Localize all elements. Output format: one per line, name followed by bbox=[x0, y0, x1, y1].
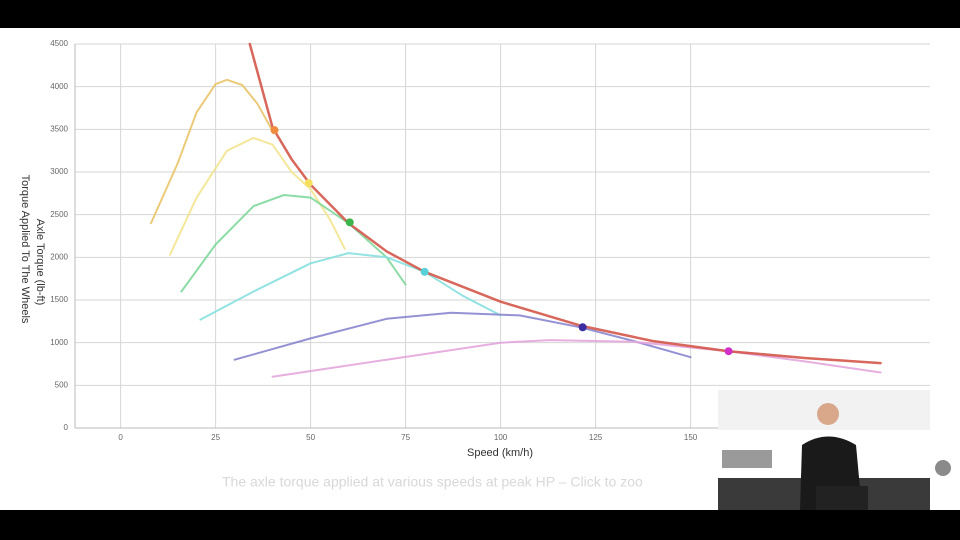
y-tick-label: 1000 bbox=[50, 338, 68, 347]
plot: 0 500 1000 1500 2000 2500 3000 3500 4000 4500 0 25 5… bbox=[50, 39, 930, 442]
y-tick-label: 2500 bbox=[50, 210, 68, 219]
y-tick-label: 4500 bbox=[50, 39, 68, 48]
series-line bbox=[180, 194, 407, 293]
x-tick-label: 50 bbox=[306, 433, 315, 442]
y-tick-label: 0 bbox=[64, 423, 69, 432]
shift-point bbox=[578, 323, 587, 332]
shift-point bbox=[420, 267, 429, 276]
shift-point bbox=[345, 218, 354, 227]
y-tick-label: 4000 bbox=[50, 82, 68, 91]
webcam bbox=[718, 390, 951, 510]
x-tick-label: 75 bbox=[401, 433, 410, 442]
x-tick-label: 150 bbox=[684, 433, 698, 442]
series-line bbox=[271, 339, 882, 378]
shift-point bbox=[724, 347, 733, 356]
x-tick-label: 125 bbox=[589, 433, 603, 442]
caption: The axle torque applied at various speed… bbox=[222, 474, 643, 490]
series-line bbox=[169, 136, 346, 256]
y-tick-label: 1500 bbox=[50, 295, 68, 304]
shift-point bbox=[270, 126, 279, 135]
y-axis-label-secondary: Torque Applied To The Wheels bbox=[19, 175, 31, 324]
y-tick-label: 500 bbox=[55, 380, 69, 389]
x-tick-label: 0 bbox=[118, 433, 123, 442]
series-line bbox=[233, 311, 692, 361]
webcam-head bbox=[817, 403, 839, 425]
y-axis-label: Axle Torque (lb-ft) bbox=[34, 219, 46, 306]
x-tick-label: 100 bbox=[494, 433, 508, 442]
y-tick-label: 3000 bbox=[50, 167, 68, 176]
x-axis-label: Speed (km/h) bbox=[467, 447, 533, 459]
series-line bbox=[199, 252, 502, 321]
shift-point bbox=[304, 179, 313, 188]
webcam-engine bbox=[722, 450, 772, 468]
x-tick-label: 25 bbox=[211, 433, 220, 442]
y-tick-label: 3500 bbox=[50, 124, 68, 133]
y-tick-label: 2000 bbox=[50, 252, 68, 261]
webcam-laptop bbox=[816, 486, 868, 510]
series-line bbox=[150, 78, 274, 225]
webcam-turbo bbox=[935, 460, 951, 476]
